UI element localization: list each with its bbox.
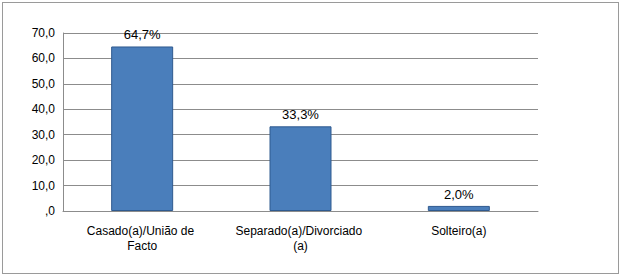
svg-text:Solteiro(a): Solteiro(a) bbox=[431, 224, 486, 238]
svg-text:20,0: 20,0 bbox=[32, 153, 56, 167]
svg-text:50,0: 50,0 bbox=[32, 77, 56, 91]
svg-text:2,0%: 2,0% bbox=[444, 187, 474, 202]
svg-text:60,0: 60,0 bbox=[32, 51, 56, 65]
svg-text:Separado(a)/Divorciado: Separado(a)/Divorciado bbox=[235, 224, 365, 238]
svg-text:30,0: 30,0 bbox=[32, 128, 56, 142]
svg-text:10,0: 10,0 bbox=[32, 179, 56, 193]
svg-text:,0: ,0 bbox=[45, 204, 55, 218]
svg-text:Facto: Facto bbox=[127, 239, 157, 253]
svg-text:70,0: 70,0 bbox=[32, 26, 56, 40]
svg-text:64,7%: 64,7% bbox=[124, 27, 161, 42]
svg-text:(a): (a) bbox=[293, 239, 308, 253]
svg-text:Casado(a)/União de: Casado(a)/União de bbox=[87, 224, 198, 238]
svg-text:33,3%: 33,3% bbox=[282, 107, 319, 122]
svg-text:40,0: 40,0 bbox=[32, 102, 56, 116]
